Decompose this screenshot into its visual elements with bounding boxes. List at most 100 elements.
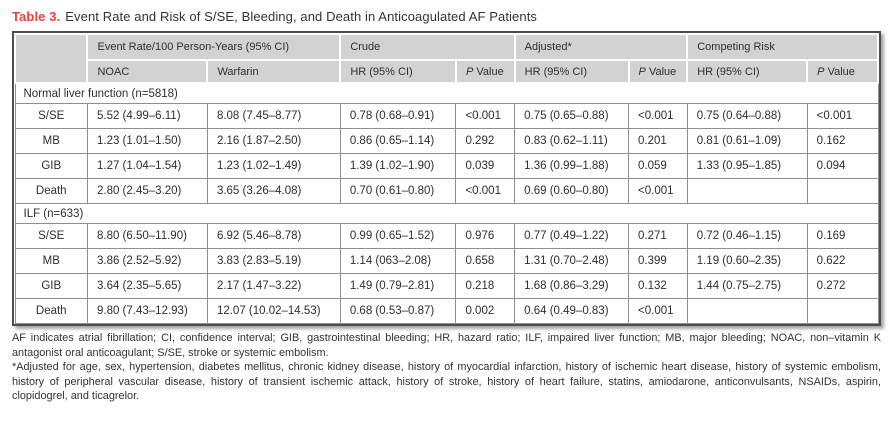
data-table: Event Rate/100 Person-Years (95% CI) Crud…	[13, 33, 879, 324]
table-header: Event Rate/100 Person-Years (95% CI) Crud…	[13, 33, 879, 84]
table-row: S/SE 8.80 (6.50–11.90) 6.92 (5.46–8.78) 0.9…	[14, 223, 879, 249]
section-header-row: ILF (n=633)	[14, 203, 879, 224]
cell: 1.33 (0.95–1.85)	[686, 153, 808, 179]
table-container: Event Rate/100 Person-Years (95% CI) Crud…	[12, 31, 881, 326]
table-row: MB 3.86 (2.52–5.92) 3.83 (2.83–5.19) 1.14 (…	[14, 248, 879, 274]
column-group-header: Competing Risk	[686, 33, 879, 61]
footnote-adjustment: *Adjusted for age, sex, hypertension, di…	[12, 361, 881, 402]
cell: 1.14 (063–2.08)	[339, 248, 457, 274]
cell: 1.19 (0.60–2.35)	[686, 248, 808, 274]
cell: 0.132	[628, 273, 688, 299]
cell: 0.69 (0.60–0.80)	[514, 178, 630, 204]
table-row: S/SE 5.52 (4.99–6.11) 8.08 (7.45–8.77) 0.78…	[14, 103, 879, 129]
cell: 0.059	[628, 153, 688, 179]
cell: 0.271	[628, 223, 688, 249]
cell: 1.27 (1.04–1.54)	[86, 153, 208, 179]
row-label: MB	[14, 248, 88, 274]
row-label: GIB	[14, 273, 88, 299]
cell: 0.72 (0.46–1.15)	[686, 223, 808, 249]
column-header: P Value	[627, 59, 689, 84]
cell: 0.272	[806, 273, 879, 299]
cell: 0.75 (0.64–0.88)	[686, 103, 808, 129]
cell: 0.68 (0.53–0.87)	[339, 298, 457, 324]
cell: 0.002	[455, 298, 516, 324]
cell: 0.622	[806, 248, 879, 274]
cell: <0.001	[455, 103, 516, 129]
cell: 0.70 (0.61–0.80)	[339, 178, 457, 204]
column-header: HR (95% CI)	[686, 59, 809, 84]
column-group-header: Crude	[339, 33, 516, 61]
table-row: GIB 1.27 (1.04–1.54) 1.23 (1.02–1.49) 1.39 …	[14, 153, 879, 179]
cell: 0.162	[806, 128, 879, 154]
cell: 8.80 (6.50–11.90)	[86, 223, 208, 249]
cell	[806, 178, 879, 204]
cell: <0.001	[455, 178, 516, 204]
cell: 0.039	[455, 153, 516, 179]
cell: 0.86 (0.65–1.14)	[339, 128, 457, 154]
cell: 0.658	[455, 248, 516, 274]
cell: 1.23 (1.01–1.50)	[86, 128, 208, 154]
section-header: Normal liver function (n=5818)	[14, 82, 879, 104]
cell: 2.80 (2.45–3.20)	[86, 178, 208, 204]
cell: 1.68 (0.86–3.29)	[514, 273, 630, 299]
column-header: P Value	[806, 59, 879, 84]
cell: 1.31 (0.70–2.48)	[514, 248, 630, 274]
column-header: P Value	[454, 59, 516, 84]
table-number: Table 3.	[12, 9, 61, 24]
cell: 0.399	[628, 248, 688, 274]
cell: 3.65 (3.26–4.08)	[206, 178, 341, 204]
column-group-header: Event Rate/100 Person-Years (95% CI)	[86, 33, 342, 61]
cell: <0.001	[628, 103, 688, 129]
row-label: Death	[14, 178, 88, 204]
column-group-header: Adjusted*	[513, 33, 689, 61]
cell: 0.77 (0.49–1.22)	[514, 223, 630, 249]
column-header: HR (95% CI)	[513, 59, 630, 84]
cell: <0.001	[628, 298, 688, 324]
cell: 0.78 (0.68–0.91)	[339, 103, 457, 129]
section-header: ILF (n=633)	[14, 203, 879, 224]
cell: 9.80 (7.43–12.93)	[86, 298, 208, 324]
table-row: GIB 3.64 (2.35–5.65) 2.17 (1.47–3.22) 1.49 …	[14, 273, 879, 299]
header-sub-row: NOAC Warfarin HR (95% CI) P Value HR (95% CI…	[15, 59, 879, 84]
cell: 6.92 (5.46–8.78)	[206, 223, 341, 249]
cell: 0.83 (0.62–1.11)	[514, 128, 630, 154]
cell: 2.17 (1.47–3.22)	[206, 273, 341, 299]
table-row: MB 1.23 (1.01–1.50) 2.16 (1.87–2.50) 0.86 (…	[14, 128, 879, 154]
cell: 3.83 (2.83–5.19)	[206, 248, 341, 274]
cell: 0.169	[806, 223, 879, 249]
row-label: S/SE	[14, 103, 88, 129]
row-label: GIB	[14, 153, 88, 179]
page: Table 3. Event Rate and Risk of S/SE, Ble…	[12, 0, 881, 402]
cell: 0.81 (0.61–1.09)	[686, 128, 808, 154]
cell	[686, 178, 808, 204]
row-label: MB	[14, 128, 88, 154]
row-label: Death	[14, 298, 88, 324]
cell: 12.07 (10.02–14.53)	[206, 298, 341, 324]
cell: 0.976	[455, 223, 516, 249]
cell: 1.39 (1.02–1.90)	[339, 153, 457, 179]
column-header: NOAC	[86, 59, 209, 84]
cell: 3.86 (2.52–5.92)	[86, 248, 208, 274]
table-title: Table 3. Event Rate and Risk of S/SE, Ble…	[12, 0, 881, 24]
column-header: HR (95% CI)	[339, 59, 457, 84]
cell	[806, 298, 879, 324]
footnote-abbreviations: AF indicates atrial fibrillation; CI, co…	[12, 332, 881, 359]
cell: 0.75 (0.65–0.88)	[514, 103, 630, 129]
cell: 2.16 (1.87–2.50)	[206, 128, 341, 154]
cell: 0.292	[455, 128, 516, 154]
cell: 5.52 (4.99–6.11)	[86, 103, 208, 129]
cell: 0.64 (0.49–0.83)	[514, 298, 630, 324]
cell: <0.001	[806, 103, 879, 129]
table-caption: Event Rate and Risk of S/SE, Bleeding, a…	[65, 9, 538, 24]
table-row: Death 9.80 (7.43–12.93) 12.07 (10.02–14.53…	[14, 298, 879, 324]
cell	[686, 298, 808, 324]
section-header-row: Normal liver function (n=5818)	[14, 82, 879, 104]
cell: 3.64 (2.35–5.65)	[86, 273, 208, 299]
header-group-row: Event Rate/100 Person-Years (95% CI) Crud…	[13, 33, 879, 84]
cell: 0.218	[455, 273, 516, 299]
cell: 1.44 (0.75–2.75)	[686, 273, 808, 299]
cell: 1.49 (0.79–2.81)	[339, 273, 457, 299]
header-corner-cell	[13, 33, 89, 84]
cell: 8.08 (7.45–8.77)	[206, 103, 341, 129]
column-header: Warfarin	[206, 59, 342, 84]
